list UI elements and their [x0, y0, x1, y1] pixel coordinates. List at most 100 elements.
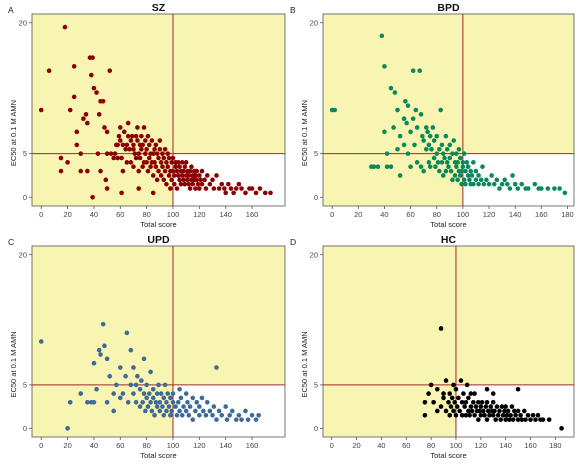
data-point — [211, 186, 217, 191]
data-point — [162, 382, 168, 388]
data-point — [498, 417, 503, 422]
plot-frame — [322, 245, 575, 438]
data-point — [539, 186, 544, 191]
data-point — [375, 164, 381, 170]
x-tick-label: 40 — [90, 210, 98, 219]
panel-title: SZ — [152, 2, 166, 14]
data-point — [507, 417, 512, 422]
panel-letter: C — [8, 237, 14, 247]
data-point — [38, 339, 44, 344]
data-point — [149, 138, 155, 143]
data-point — [124, 330, 130, 336]
data-point — [490, 391, 496, 396]
data-point — [479, 399, 485, 405]
data-point — [332, 107, 338, 113]
x-axis-label: Total score — [140, 451, 176, 460]
data-point — [133, 382, 139, 388]
data-point — [249, 186, 255, 191]
data-point — [437, 168, 442, 174]
data-point — [193, 186, 198, 191]
data-point — [119, 155, 124, 161]
data-point — [454, 404, 460, 409]
data-point — [428, 382, 434, 388]
data-point — [410, 68, 416, 74]
shaded-region — [32, 14, 285, 206]
panel-letter: B — [290, 5, 296, 15]
panel-b: 0 20 40 60 80 100 120 140 160 180 0 5 20 B BPD Total sc… — [290, 2, 575, 229]
data-point — [257, 186, 263, 191]
data-point — [533, 417, 538, 422]
data-point — [156, 155, 161, 161]
data-point — [125, 399, 131, 405]
data-point — [490, 413, 496, 418]
x-tick-label: 60 — [116, 441, 124, 450]
data-point — [140, 399, 145, 405]
y-tick-label: 0 — [314, 193, 318, 202]
data-point — [525, 186, 531, 191]
data-point — [102, 343, 107, 349]
data-point — [193, 408, 198, 414]
data-point — [471, 181, 476, 187]
data-point — [146, 391, 152, 396]
data-point — [426, 160, 432, 165]
data-point — [515, 408, 521, 414]
data-point — [459, 181, 464, 187]
x-tick-label: 0 — [330, 210, 334, 219]
data-point — [85, 168, 90, 174]
data-point — [404, 120, 409, 126]
data-point — [395, 146, 400, 152]
data-point — [186, 181, 192, 187]
data-point — [451, 408, 456, 414]
data-point — [423, 146, 429, 152]
data-point — [480, 164, 485, 170]
data-point — [268, 190, 273, 196]
data-point — [156, 168, 161, 174]
x-tick-label: 20 — [63, 210, 71, 219]
data-point — [144, 160, 149, 165]
data-point — [91, 360, 97, 366]
data-point — [104, 151, 110, 156]
data-point — [143, 408, 148, 414]
data-point — [146, 155, 152, 161]
x-tick-label: 20 — [354, 210, 362, 219]
data-point — [132, 151, 138, 156]
data-point — [528, 417, 533, 422]
x-tick-label: 100 — [450, 441, 463, 450]
data-point — [468, 168, 474, 174]
x-tick-label: 60 — [402, 441, 410, 450]
data-point — [448, 404, 454, 409]
data-point — [210, 413, 215, 418]
data-point — [146, 142, 152, 148]
data-point — [108, 151, 114, 156]
data-point — [509, 404, 515, 409]
data-point — [181, 168, 186, 174]
data-point — [197, 173, 202, 178]
data-point — [382, 129, 387, 135]
data-point — [519, 417, 525, 422]
data-point — [175, 160, 181, 165]
data-point — [503, 404, 508, 409]
data-point — [384, 151, 390, 156]
data-point — [143, 151, 148, 156]
data-point — [58, 168, 64, 174]
y-tick-label: 0 — [23, 193, 27, 202]
data-point — [231, 190, 236, 196]
data-point — [397, 173, 403, 178]
data-point — [519, 181, 525, 187]
data-point — [203, 413, 209, 418]
data-point — [194, 177, 200, 183]
data-point — [137, 404, 143, 409]
data-point — [164, 408, 169, 414]
data-point — [131, 391, 136, 396]
data-point — [423, 125, 429, 130]
data-point — [463, 399, 469, 405]
data-point — [170, 399, 176, 405]
data-point — [168, 413, 173, 418]
data-point — [223, 404, 228, 409]
data-point — [512, 408, 517, 414]
data-point — [391, 125, 396, 130]
shaded-region — [323, 246, 574, 437]
data-point — [90, 194, 95, 200]
data-point — [426, 391, 431, 396]
data-point — [83, 112, 89, 117]
